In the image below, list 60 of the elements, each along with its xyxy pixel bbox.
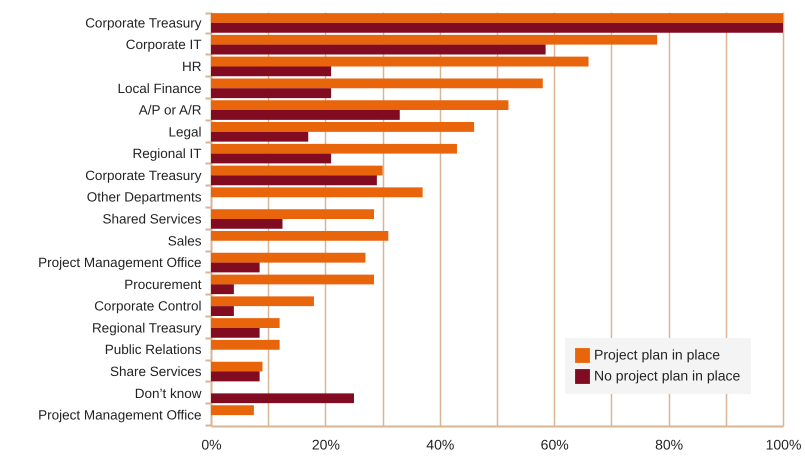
bar (211, 110, 400, 120)
y-tick-label: Project Management Office (38, 255, 202, 270)
bar (211, 154, 332, 164)
bar (211, 34, 658, 45)
bar (211, 122, 474, 132)
y-tick-label: Regional Treasury (92, 320, 202, 336)
x-tick-label: 80% (655, 436, 684, 452)
bar (211, 175, 377, 186)
bar (211, 372, 260, 382)
bar (211, 78, 543, 88)
y-tick-label: Public Relations (104, 342, 202, 358)
x-tick-label: 100% (766, 436, 802, 452)
y-tick-label: Sales (168, 233, 202, 248)
bar (211, 166, 383, 176)
bar (211, 328, 260, 338)
x-tick-label: 20% (312, 436, 340, 452)
y-tick-label: Don’t know (134, 386, 202, 401)
bar (211, 100, 508, 110)
y-tick-label: A/P or A/R (138, 102, 202, 118)
bar (211, 22, 783, 33)
x-tick-label: 60% (540, 436, 569, 452)
bar (211, 306, 234, 316)
y-tick-label: Other Departments (86, 190, 202, 205)
y-tick-label: Shared Services (102, 212, 202, 226)
bar (211, 209, 374, 219)
x-tick-label: 40% (426, 436, 454, 452)
y-tick-label: Local Finance (117, 80, 202, 96)
bar (211, 405, 254, 416)
bar (211, 13, 783, 23)
y-tick-label: Corporate Control (94, 298, 202, 314)
y-tick-label: Procurement (124, 276, 202, 292)
bar (211, 144, 457, 154)
bar (211, 318, 280, 328)
y-tick-label: Corporate Treasury (85, 168, 202, 183)
bar (211, 44, 546, 54)
bar (211, 340, 280, 350)
bar (211, 393, 354, 404)
bar (211, 56, 589, 66)
legend-label: No project plan in place (594, 368, 741, 384)
y-tick-label: Legal (168, 124, 202, 140)
legend-label: Project plan in place (594, 346, 720, 362)
y-tick-label: Regional IT (132, 146, 202, 162)
bar (211, 296, 314, 306)
y-tick-label: Share Services (110, 364, 202, 380)
bar (211, 252, 366, 263)
bar (211, 187, 423, 198)
bar (211, 262, 260, 272)
bar (211, 284, 234, 294)
bar (211, 88, 332, 98)
y-tick-label: Corporate IT (126, 37, 202, 52)
x-tick-label: 0% (201, 436, 222, 452)
y-tick-label: Corporate Treasury (85, 15, 202, 30)
bar (211, 230, 388, 241)
bar (211, 362, 262, 372)
bar (211, 219, 282, 229)
bar (211, 132, 308, 142)
y-tick-label: Project Management Office (38, 408, 202, 423)
bar (211, 274, 374, 284)
bar (211, 66, 332, 76)
y-tick-label: HR (182, 58, 202, 74)
